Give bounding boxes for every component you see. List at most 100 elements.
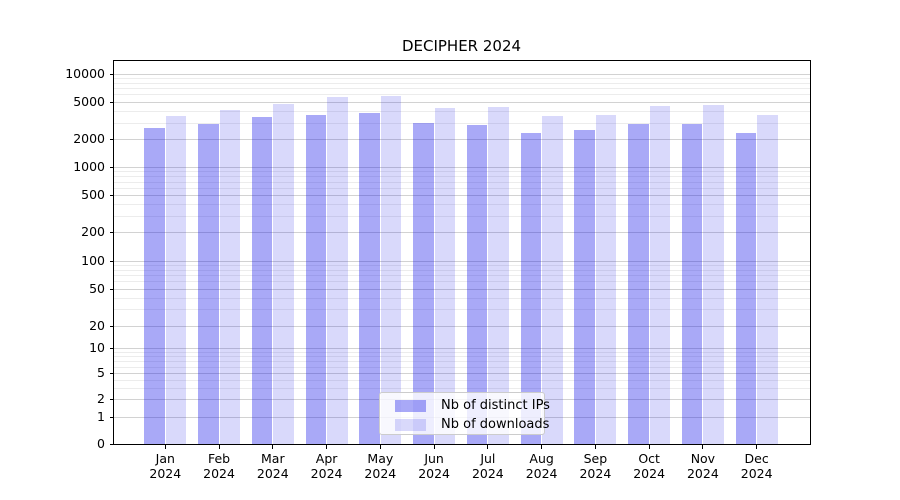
legend-item-distinct-ips: Nb of distinct IPs (395, 397, 550, 414)
legend-swatch-downloads (395, 418, 426, 431)
x-tick-label-aug: Aug 2024 (525, 451, 558, 481)
y-gridline-major (113, 167, 810, 169)
bar-downloads-dec (757, 114, 778, 444)
y-gridline-minor (113, 94, 810, 96)
y-tick-label: 2 (97, 391, 105, 407)
y-tick (109, 325, 114, 327)
x-tick (702, 445, 704, 449)
y-tick-label: 100 (81, 252, 105, 268)
x-tick (433, 445, 435, 449)
x-tick (487, 445, 489, 449)
y-gridline-major (113, 101, 810, 103)
y-tick (109, 417, 114, 419)
x-tick (164, 445, 166, 449)
y-tick (109, 444, 114, 445)
y-gridline-minor (113, 379, 810, 381)
bar-downloads-nov (703, 104, 724, 444)
y-tick-label: 2000 (73, 130, 105, 146)
bar-ips-jan (144, 128, 165, 444)
y-gridline-minor (113, 181, 810, 183)
y-gridline-minor (113, 297, 810, 299)
y-tick-label: 200 (81, 224, 105, 240)
y-tick (109, 73, 114, 75)
x-tick-label-feb: Feb 2024 (203, 451, 235, 481)
y-gridline-major (113, 373, 810, 375)
y-gridline-minor (113, 269, 810, 271)
y-tick (109, 101, 114, 103)
x-tick-label-jan: Jan 2024 (149, 451, 182, 481)
y-gridline-minor (113, 274, 810, 276)
y-gridline-major (113, 288, 810, 290)
legend-label-downloads: Nb of downloads (441, 417, 550, 432)
y-gridline-minor (113, 361, 810, 363)
y-gridline-major (113, 138, 810, 140)
x-tick (218, 445, 220, 449)
y-gridline-minor (113, 171, 810, 173)
y-tick (109, 167, 114, 169)
bar-downloads-mar (273, 104, 294, 444)
y-tick (109, 195, 114, 197)
y-tick (109, 373, 114, 375)
x-tick-label-jun: Jun 2024 (418, 451, 450, 481)
y-gridline-major (113, 325, 810, 327)
legend: Nb of distinct IPs Nb of downloads (379, 392, 550, 435)
y-gridline-major (113, 195, 810, 197)
y-tick (109, 399, 114, 401)
y-tick-label: 1000 (73, 159, 105, 175)
bar-ips-feb (198, 124, 219, 444)
bar-ips-sep (574, 129, 595, 444)
legend-swatch-distinct-ips (395, 399, 426, 412)
y-gridline-minor (113, 215, 810, 217)
x-tick (756, 445, 758, 449)
legend-label-distinct-ips: Nb of distinct IPs (441, 398, 550, 413)
x-tick-label-sep: Sep 2024 (579, 451, 612, 481)
y-gridline-minor (113, 264, 810, 266)
bar-downloads-jul (488, 107, 509, 444)
x-tick-label-jul: Jul 2024 (471, 451, 504, 481)
y-gridline-minor (113, 82, 810, 84)
y-gridline-major (113, 232, 810, 234)
bar-ips-may (359, 112, 380, 444)
x-tick (379, 445, 381, 449)
x-tick-label-apr: Apr 2024 (310, 451, 343, 481)
bar-ips-mar (251, 117, 273, 444)
x-tick-label-nov: Nov 2024 (686, 451, 719, 481)
bar-ips-nov (681, 124, 703, 444)
y-tick-label: 5 (97, 365, 105, 381)
y-tick-label: 1 (97, 409, 105, 425)
chart-title: DECIPHER 2024 (401, 37, 522, 55)
y-gridline-minor (113, 281, 810, 283)
y-gridline-minor (113, 88, 810, 90)
x-tick-label-dec: Dec 2024 (740, 451, 773, 481)
bar-ips-oct (628, 124, 649, 444)
x-tick (326, 445, 328, 449)
y-tick-label: 10000 (65, 65, 105, 81)
y-tick (109, 348, 114, 349)
y-gridline-major (113, 348, 810, 349)
x-tick (594, 445, 596, 449)
legend-item-downloads: Nb of downloads (395, 416, 549, 433)
bar-ips-dec (735, 132, 757, 444)
y-tick-label: 50 (89, 280, 105, 296)
y-gridline-minor (113, 366, 810, 368)
y-gridline-minor (113, 387, 810, 389)
x-tick (272, 445, 274, 449)
y-tick (109, 288, 114, 290)
y-tick (109, 138, 114, 140)
bar-downloads-oct (649, 105, 671, 444)
bar-downloads-jan (165, 115, 187, 444)
y-gridline-major (113, 260, 810, 262)
y-gridline-major (113, 73, 810, 75)
y-gridline-minor (113, 187, 810, 189)
x-tick (648, 445, 650, 449)
x-tick (541, 445, 543, 449)
y-gridline-minor (113, 110, 810, 112)
bar-downloads-feb (219, 110, 241, 444)
y-tick-label: 500 (81, 187, 105, 203)
y-gridline-minor (113, 351, 810, 353)
bar-ips-apr (305, 115, 327, 444)
y-tick-label: 10 (89, 340, 105, 355)
plot-area (113, 61, 810, 444)
